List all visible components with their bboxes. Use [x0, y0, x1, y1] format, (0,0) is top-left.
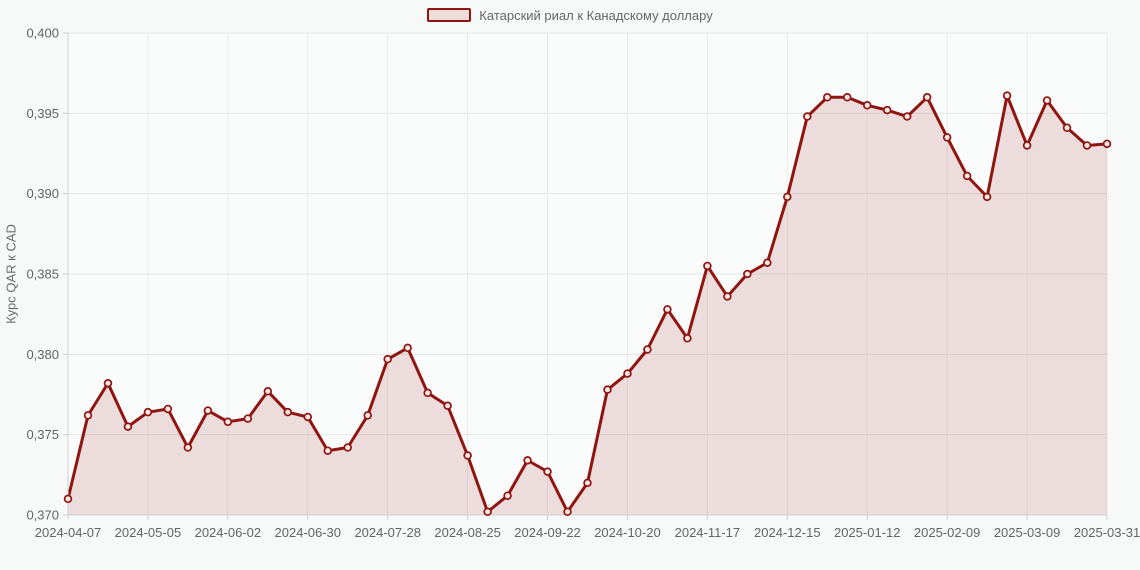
- y-axis-tick-label: 0,385: [26, 267, 59, 282]
- data-point-marker[interactable]: [343, 443, 352, 452]
- y-axis-tick-label: 0,380: [26, 347, 59, 362]
- data-point-marker[interactable]: [862, 101, 872, 110]
- y-axis-tick-label: 0,370: [26, 508, 59, 523]
- data-point-marker[interactable]: [723, 292, 732, 301]
- x-axis-tick-label: 2024-09-22: [514, 525, 581, 540]
- x-axis-tick-label: 2024-05-05: [115, 525, 182, 540]
- x-axis-tick-label: 2024-04-07: [35, 525, 102, 540]
- y-axis-tick-label: 0,400: [26, 26, 59, 41]
- data-point-marker[interactable]: [942, 133, 952, 142]
- data-point-marker[interactable]: [643, 345, 652, 354]
- data-point-marker[interactable]: [763, 258, 772, 268]
- y-axis-tick-label: 0,390: [26, 186, 59, 201]
- data-point-marker[interactable]: [703, 261, 712, 271]
- data-point-marker[interactable]: [563, 507, 572, 517]
- data-point-marker[interactable]: [163, 404, 173, 414]
- data-point-marker[interactable]: [1062, 123, 1072, 133]
- data-point-marker[interactable]: [1042, 96, 1052, 105]
- data-point-marker[interactable]: [803, 112, 812, 121]
- x-axis-tick-label: 2024-06-02: [195, 525, 262, 540]
- data-point-marker[interactable]: [1102, 139, 1112, 149]
- data-point-marker[interactable]: [323, 446, 333, 455]
- data-point-marker[interactable]: [823, 93, 832, 102]
- x-axis-tick-label: 2025-02-09: [914, 525, 981, 540]
- x-axis-tick-label: 2024-10-20: [594, 525, 661, 540]
- data-point-marker[interactable]: [143, 407, 153, 417]
- data-point-marker[interactable]: [663, 305, 672, 314]
- data-point-marker[interactable]: [363, 411, 372, 420]
- data-point-marker[interactable]: [922, 93, 932, 102]
- data-point-marker[interactable]: [183, 443, 193, 452]
- data-point-marker[interactable]: [463, 451, 472, 460]
- data-point-marker[interactable]: [443, 401, 452, 411]
- data-point-marker[interactable]: [603, 385, 612, 394]
- data-point-marker[interactable]: [882, 105, 892, 115]
- data-point-marker[interactable]: [403, 343, 412, 353]
- data-point-marker[interactable]: [243, 414, 253, 423]
- data-point-marker[interactable]: [423, 388, 432, 398]
- series-color-swatch: [427, 8, 472, 22]
- data-point-marker[interactable]: [1002, 91, 1012, 100]
- y-axis-tick-label: 0,395: [26, 106, 59, 121]
- data-point-marker[interactable]: [842, 93, 852, 102]
- data-point-marker[interactable]: [623, 369, 632, 378]
- x-axis-tick-label: 2025-01-12: [834, 525, 901, 540]
- data-point-marker[interactable]: [1082, 141, 1092, 150]
- x-axis-tick-label: 2024-07-28: [354, 525, 421, 540]
- series-area: [68, 95, 1107, 515]
- data-point-marker[interactable]: [303, 412, 313, 422]
- data-point-marker[interactable]: [1022, 141, 1032, 150]
- data-point-marker[interactable]: [103, 379, 113, 388]
- data-point-marker[interactable]: [783, 192, 792, 202]
- x-axis-tick-label: 2024-12-15: [754, 525, 821, 540]
- x-axis-tick-label: 2024-06-30: [275, 525, 342, 540]
- data-point-marker[interactable]: [902, 112, 912, 121]
- data-point-marker[interactable]: [583, 478, 592, 488]
- data-point-marker[interactable]: [83, 411, 93, 420]
- data-point-marker[interactable]: [63, 494, 73, 504]
- data-point-marker[interactable]: [223, 417, 233, 427]
- y-axis-tick-label: 0,375: [26, 427, 59, 442]
- x-axis-tick-label: 2024-08-25: [434, 525, 501, 540]
- x-axis-tick-label: 2024-11-17: [675, 525, 741, 540]
- data-point-marker[interactable]: [743, 269, 752, 279]
- x-axis-tick-label: 2025-03-09: [994, 525, 1061, 540]
- data-point-marker[interactable]: [283, 407, 293, 417]
- data-point-marker[interactable]: [203, 406, 213, 415]
- data-point-marker[interactable]: [383, 354, 392, 364]
- legend-item[interactable]: Катарский риал к Канадскому доллару: [0, 6, 1140, 24]
- legend-label: Катарский риал к Канадскому доллару: [479, 7, 713, 23]
- data-point-marker[interactable]: [503, 491, 512, 500]
- data-point-marker[interactable]: [543, 467, 552, 476]
- data-point-marker[interactable]: [962, 171, 972, 181]
- x-axis-tick-label: 2025-03-31: [1074, 525, 1140, 540]
- data-point-marker[interactable]: [683, 334, 692, 343]
- data-point-marker[interactable]: [123, 422, 133, 431]
- data-point-marker[interactable]: [982, 192, 992, 202]
- data-point-marker[interactable]: [263, 387, 273, 396]
- data-point-marker[interactable]: [523, 456, 532, 465]
- data-point-marker[interactable]: [483, 507, 492, 517]
- y-axis-title: Курс QAR к CAD: [3, 224, 19, 324]
